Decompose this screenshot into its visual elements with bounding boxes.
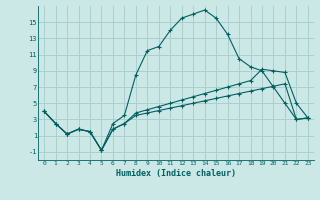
X-axis label: Humidex (Indice chaleur): Humidex (Indice chaleur) [116, 169, 236, 178]
